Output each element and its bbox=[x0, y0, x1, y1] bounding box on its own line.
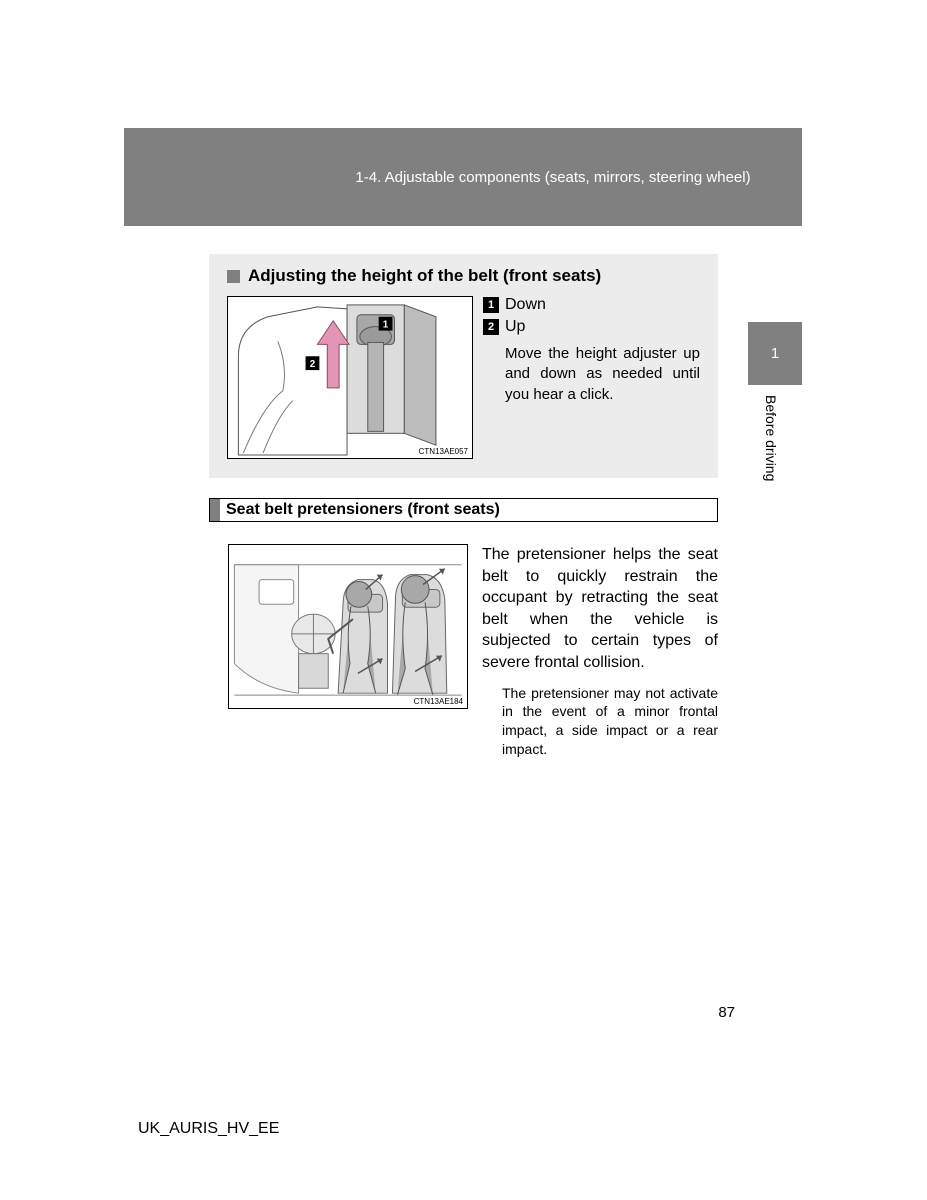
num-badge-2: 2 bbox=[483, 319, 499, 335]
pretensioner-note: The pretensioner may not activate in the… bbox=[482, 684, 718, 760]
square-bullet-icon bbox=[227, 270, 240, 283]
item-label-down: Down bbox=[505, 296, 546, 314]
list-item-down: 1 Down bbox=[483, 296, 700, 314]
svg-text:2: 2 bbox=[310, 359, 316, 370]
section1-text-column: 1 Down 2 Up Move the height adjuster up … bbox=[483, 296, 700, 405]
chapter-tab: 1 bbox=[748, 322, 802, 385]
header-band: 1-4. Adjustable components (seats, mirro… bbox=[124, 128, 802, 226]
figure-code-2: CTN13AE184 bbox=[414, 697, 463, 706]
subsection-bar: Seat belt pretensioners (front seats) bbox=[209, 498, 718, 522]
subsection-accent bbox=[210, 499, 220, 521]
header-breadcrumb: 1-4. Adjustable components (seats, mirro… bbox=[355, 169, 750, 186]
pretensioner-body: The pretensioner helps the seat belt to … bbox=[482, 544, 718, 674]
list-item-up: 2 Up bbox=[483, 318, 700, 336]
pretensioner-illustration bbox=[229, 545, 467, 708]
chapter-number: 1 bbox=[771, 345, 779, 362]
subsection-title: Seat belt pretensioners (front seats) bbox=[220, 501, 500, 519]
chapter-label: Before driving bbox=[763, 395, 779, 481]
figure-pretensioner: CTN13AE184 bbox=[228, 544, 468, 709]
section-body: 1 2 CTN13AE057 1 Down 2 Up Move the heig… bbox=[227, 296, 700, 459]
page-number: 87 bbox=[718, 1004, 735, 1021]
belt-adjuster-illustration: 1 2 bbox=[228, 297, 472, 458]
section-title: Adjusting the height of the belt (front … bbox=[248, 266, 601, 286]
section-adjusting-belt: Adjusting the height of the belt (front … bbox=[209, 254, 718, 478]
section2-text-column: The pretensioner helps the seat belt to … bbox=[482, 544, 718, 759]
document-code: UK_AURIS_HV_EE bbox=[138, 1120, 279, 1138]
item-label-up: Up bbox=[505, 318, 525, 336]
figure-code: CTN13AE057 bbox=[419, 447, 468, 456]
instruction-text: Move the height adjuster up and down as … bbox=[483, 344, 700, 405]
svg-text:1: 1 bbox=[383, 320, 389, 331]
section-title-row: Adjusting the height of the belt (front … bbox=[227, 266, 700, 286]
figure-belt-adjuster: 1 2 CTN13AE057 bbox=[227, 296, 473, 459]
section-pretensioners: CTN13AE184 The pretensioner helps the se… bbox=[228, 544, 718, 759]
num-badge-1: 1 bbox=[483, 297, 499, 313]
